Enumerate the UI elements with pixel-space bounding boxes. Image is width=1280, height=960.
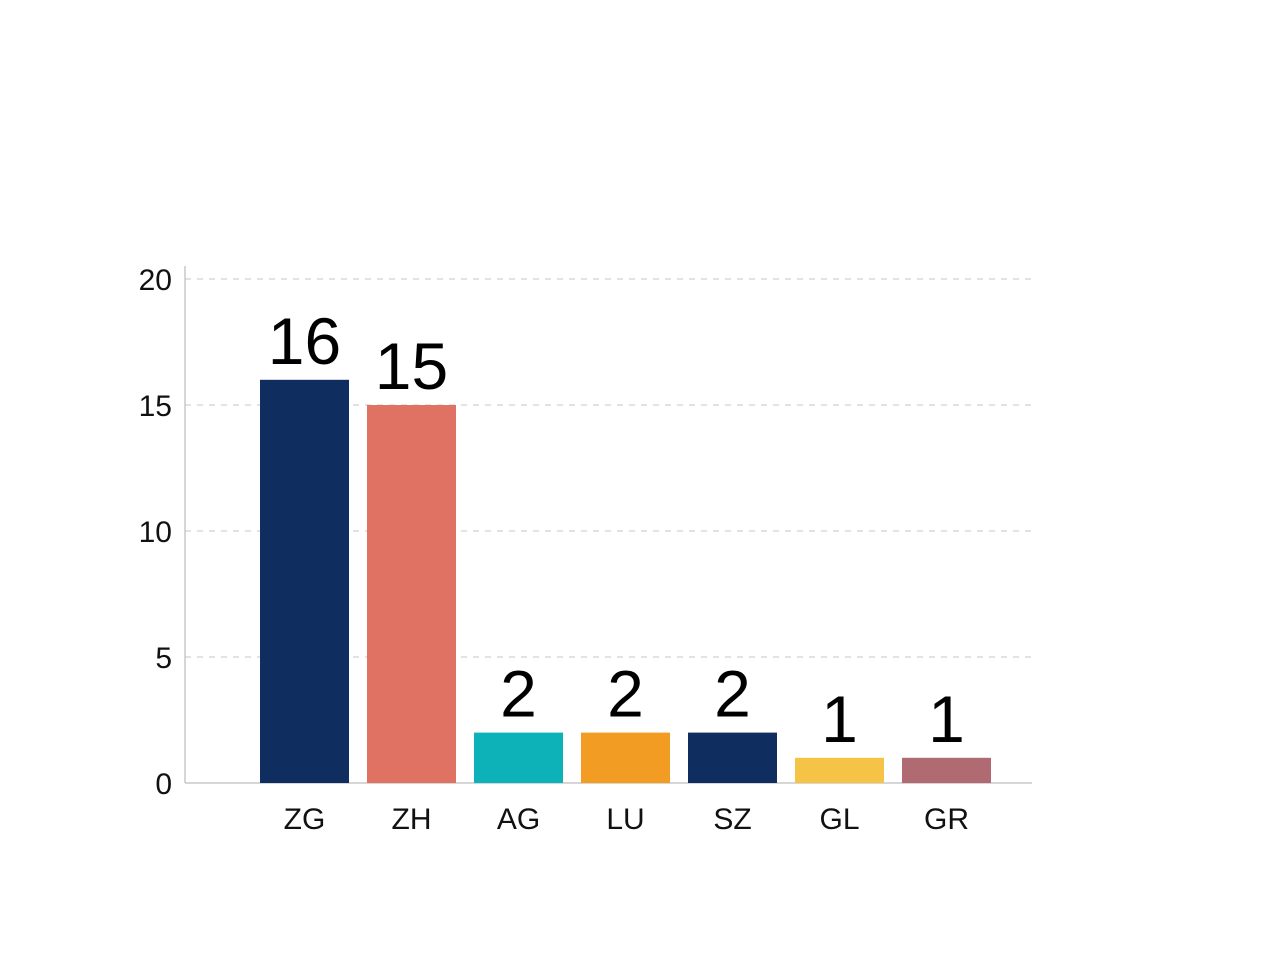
- y-tick-label: 10: [139, 516, 172, 549]
- x-tick-label: GL: [819, 803, 859, 836]
- data-label: 2: [500, 657, 537, 731]
- x-tick-label: ZG: [284, 803, 326, 836]
- gridlines: [185, 278, 1032, 658]
- x-tick-label: LU: [606, 803, 644, 836]
- y-tick-label: 15: [139, 390, 172, 423]
- data-label: 16: [268, 304, 341, 378]
- x-axis-ticks: ZG ZH AG LU SZ GL GR: [284, 803, 969, 836]
- bar-zg: [260, 379, 349, 783]
- y-tick-label: 0: [155, 768, 172, 801]
- data-label: 15: [375, 329, 448, 403]
- x-tick-label: AG: [497, 803, 540, 836]
- bars: [260, 379, 991, 783]
- bar-gl: [795, 757, 884, 783]
- data-label: 2: [714, 657, 751, 731]
- data-label: 1: [928, 682, 965, 756]
- y-axis-ticks: 0 5 10 15 20: [139, 264, 172, 801]
- bar-zh: [367, 405, 456, 783]
- x-tick-label: SZ: [713, 803, 751, 836]
- bar-lu: [581, 732, 670, 783]
- y-tick-label: 20: [139, 264, 172, 297]
- y-tick-label: 5: [155, 642, 172, 675]
- data-label: 1: [821, 682, 858, 756]
- data-label: 2: [607, 657, 644, 731]
- bar-sz: [688, 732, 777, 783]
- bar-ag: [474, 732, 563, 783]
- data-labels: 16 152 2 2 1 1: [268, 304, 965, 756]
- bar-gr: [902, 757, 991, 783]
- x-tick-label: ZH: [392, 803, 432, 836]
- x-tick-label: GR: [924, 803, 969, 836]
